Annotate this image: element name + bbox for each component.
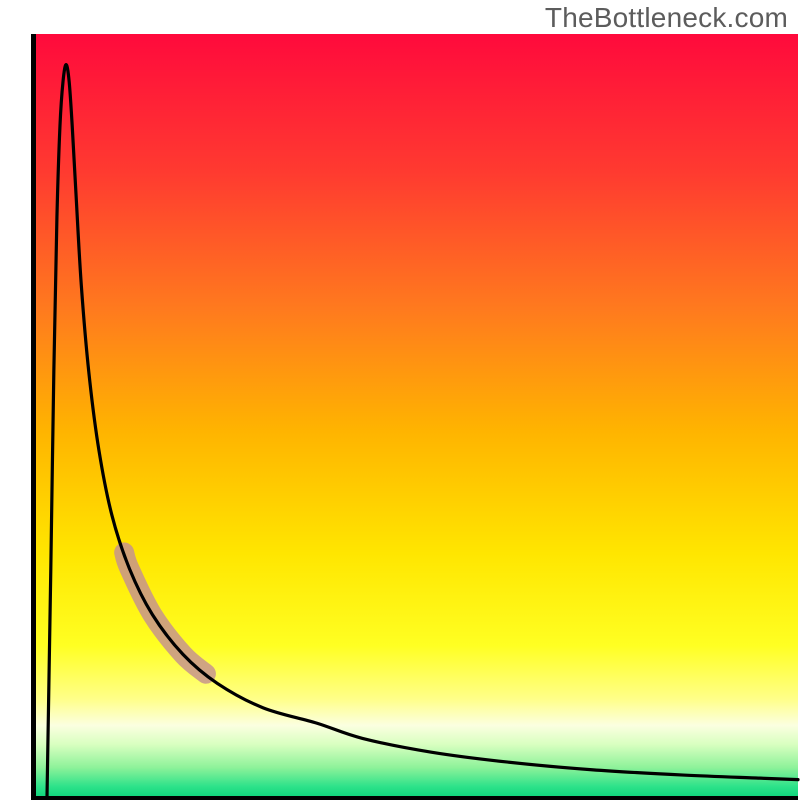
gradient-background <box>34 34 798 798</box>
chart-svg <box>0 0 800 800</box>
bottleneck-chart: TheBottleneck.com <box>0 0 800 800</box>
